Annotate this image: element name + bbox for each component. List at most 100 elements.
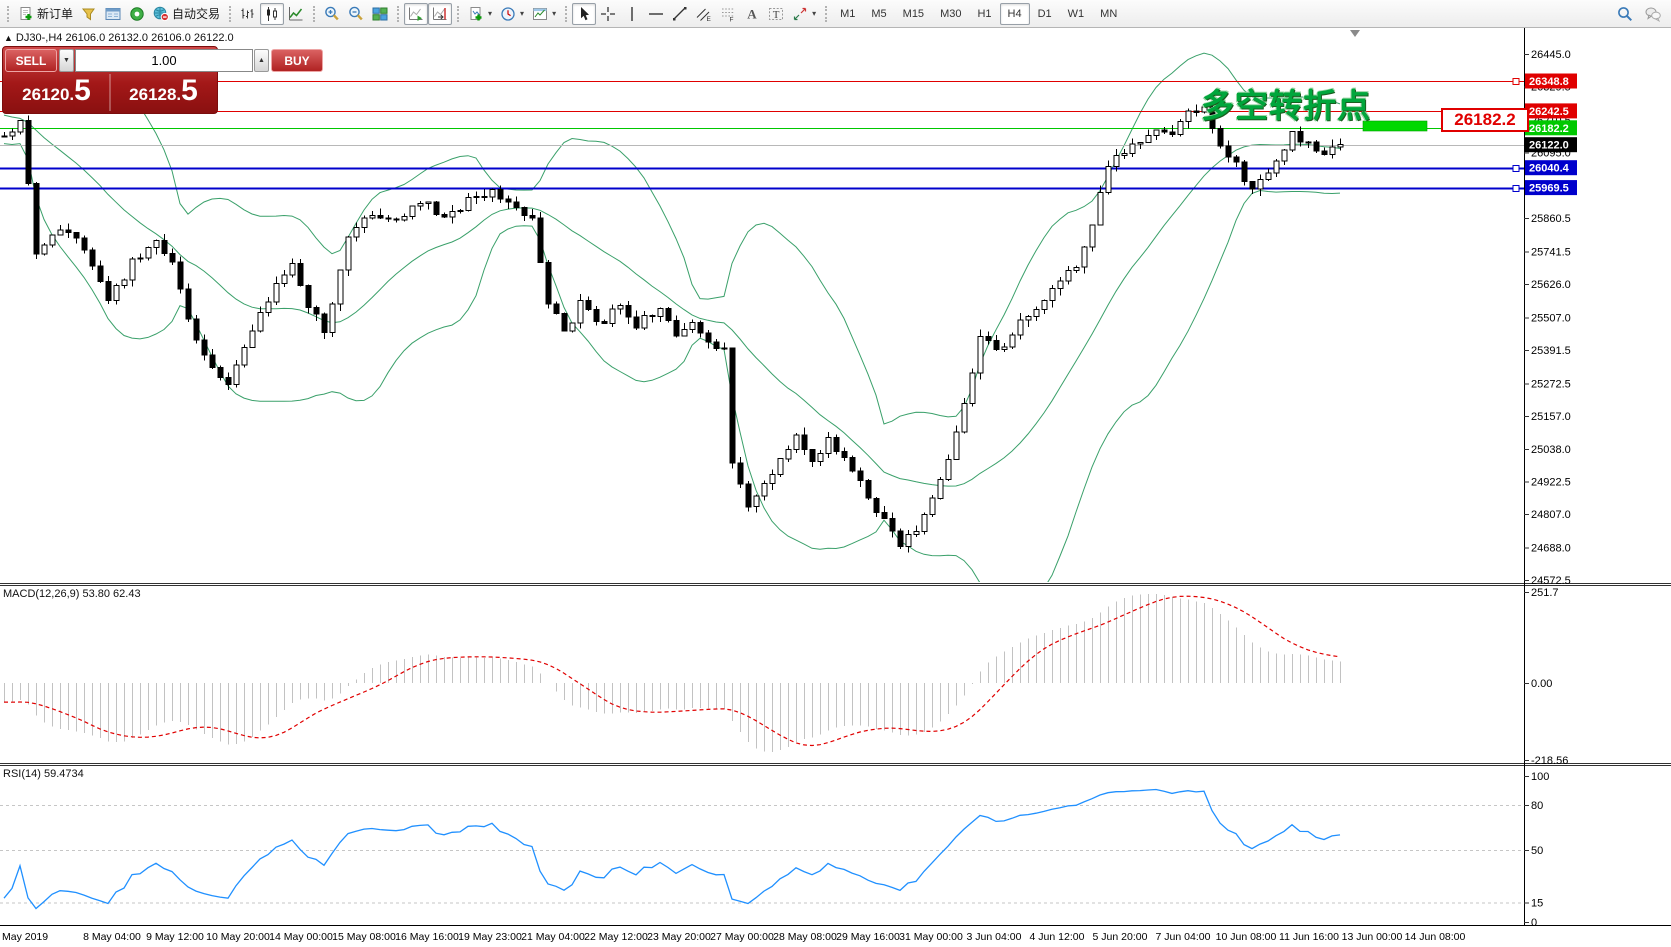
- tile-windows-button[interactable]: [368, 3, 392, 25]
- auto-scroll-button[interactable]: [404, 2, 429, 25]
- zoom-in-button[interactable]: [320, 3, 344, 25]
- timeframe-m1-button[interactable]: M1: [840, 7, 856, 20]
- buy-button[interactable]: BUY: [271, 49, 323, 72]
- bear-candle: [737, 462, 744, 485]
- timeframe-mn-button[interactable]: MN: [1100, 7, 1118, 20]
- line-anchor-marker[interactable]: [1512, 185, 1520, 192]
- bull-candle: [769, 473, 776, 484]
- volume-control: ▼ ▲: [59, 49, 269, 72]
- trade-panel-price-row: 26120. 5 26128. 5: [5, 74, 215, 111]
- new-chart-button[interactable]: [77, 3, 101, 25]
- vertical-line-button[interactable]: [620, 3, 644, 25]
- templates-button[interactable]: ▾: [528, 3, 560, 25]
- trendline-button[interactable]: [668, 3, 692, 25]
- chart-shift-marker-icon[interactable]: [1350, 30, 1360, 37]
- bear-candle: [201, 339, 208, 356]
- zoom-out-button[interactable]: [344, 3, 368, 25]
- navigator-button[interactable]: [125, 3, 149, 25]
- price-badge-label: 25969.5: [1529, 183, 1569, 195]
- chat-button[interactable]: [1641, 3, 1665, 25]
- highlight-rectangle[interactable]: [1362, 120, 1428, 132]
- bull-candle: [289, 262, 296, 276]
- autotrading-button[interactable]: 自动交易: [149, 3, 224, 25]
- arrows-button[interactable]: ▾: [788, 3, 820, 25]
- bull-candle: [345, 236, 352, 271]
- time-axis[interactable]: May 2019 8 May 04:00 9 May 12:00 10 May 20:…: [2, 931, 1466, 943]
- price-tick-label: 25507.0: [1531, 313, 1571, 325]
- line-chart-icon: [288, 6, 304, 22]
- crosshair-button[interactable]: [596, 3, 620, 25]
- zoom-out-icon: [348, 6, 364, 22]
- time-axis-label: 4 Jun 12:00: [1030, 931, 1085, 943]
- timeframe-w1-button[interactable]: W1: [1067, 7, 1085, 20]
- bear-candle: [105, 281, 112, 302]
- market-watch-icon: [105, 6, 121, 22]
- bollinger-lower-band: [3, 143, 1341, 582]
- market-watch-button[interactable]: [101, 3, 125, 25]
- bull-candle: [369, 214, 376, 219]
- text-button[interactable]: A: [740, 3, 764, 25]
- toolbar-grip: [565, 5, 568, 22]
- bear-candle: [97, 265, 104, 283]
- chart-shift-button[interactable]: [428, 2, 453, 25]
- bear-candle: [561, 313, 568, 332]
- svg-text:F: F: [730, 16, 734, 22]
- bear-candle: [177, 261, 184, 290]
- price-line-badge: [1525, 137, 1577, 153]
- line-anchor-marker[interactable]: [1512, 165, 1520, 172]
- bear-candle: [505, 198, 512, 203]
- bull-candle: [1265, 172, 1272, 181]
- equidistant-channel-button[interactable]: E: [692, 3, 716, 25]
- timeframe-h1-button[interactable]: H1: [977, 7, 992, 20]
- buy-price[interactable]: 26128. 5: [112, 74, 215, 111]
- search-button[interactable]: [1613, 3, 1637, 25]
- bear-candle: [217, 367, 224, 378]
- timeframe-h4-button[interactable]: H4: [999, 2, 1030, 25]
- price-line-badge: [1525, 160, 1577, 176]
- bear-candle: [297, 262, 304, 286]
- bull-candle: [1049, 288, 1056, 301]
- bull-candle: [969, 372, 976, 405]
- price-tick-label: 24807.0: [1531, 509, 1571, 521]
- text-label-button[interactable]: T: [764, 3, 788, 25]
- cursor-button[interactable]: [572, 2, 597, 25]
- horizontal-line-button[interactable]: [644, 3, 668, 25]
- candlestick-button[interactable]: [260, 2, 285, 25]
- line-chart-button[interactable]: [284, 3, 308, 25]
- time-axis-label: 14 May 00:00: [269, 931, 333, 943]
- price-badge-label: 26242.5: [1529, 106, 1569, 118]
- bear-candle: [169, 253, 176, 263]
- line-anchor-marker[interactable]: [1512, 78, 1520, 85]
- bull-candle: [41, 244, 48, 255]
- volume-input[interactable]: [75, 49, 253, 72]
- bull-candle: [657, 308, 664, 318]
- macd-scale-label: -218.56: [1531, 755, 1568, 767]
- bull-candle: [1289, 130, 1296, 151]
- time-axis-label: 21 May 04:00: [521, 931, 585, 943]
- periods-button[interactable]: ▾: [496, 3, 528, 25]
- bear-candle: [433, 201, 440, 216]
- sell-price-main: 26120.: [22, 85, 75, 104]
- bear-candle: [1161, 129, 1168, 133]
- bull-candle: [401, 216, 408, 221]
- price-axis[interactable]: 26445.026329.526210.526095.025860.525741…: [1524, 49, 1577, 587]
- bull-candle: [137, 257, 144, 260]
- price-tick-label: 25626.0: [1531, 279, 1571, 291]
- volume-increase-button[interactable]: ▲: [254, 49, 269, 72]
- bar-chart-button[interactable]: [236, 3, 260, 25]
- bull-candle: [233, 364, 240, 385]
- new-order-button[interactable]: 新订单: [14, 3, 77, 25]
- timeframe-m15-button[interactable]: M15: [902, 7, 925, 20]
- price-line-badge: [1525, 103, 1577, 119]
- timeframe-m30-button[interactable]: M30: [940, 7, 962, 20]
- price-badge-label: 26122.0: [1529, 140, 1569, 152]
- sell-button[interactable]: SELL: [5, 49, 57, 72]
- indicators-button[interactable]: ▾: [464, 3, 496, 25]
- fibonacci-button[interactable]: F: [716, 3, 740, 25]
- sell-price[interactable]: 26120. 5: [5, 74, 108, 111]
- timeframe-d1-button[interactable]: D1: [1037, 7, 1052, 20]
- timeframe-m5-button[interactable]: M5: [871, 7, 887, 20]
- bull-candle: [1201, 106, 1208, 113]
- volume-decrease-button[interactable]: ▼: [59, 49, 74, 72]
